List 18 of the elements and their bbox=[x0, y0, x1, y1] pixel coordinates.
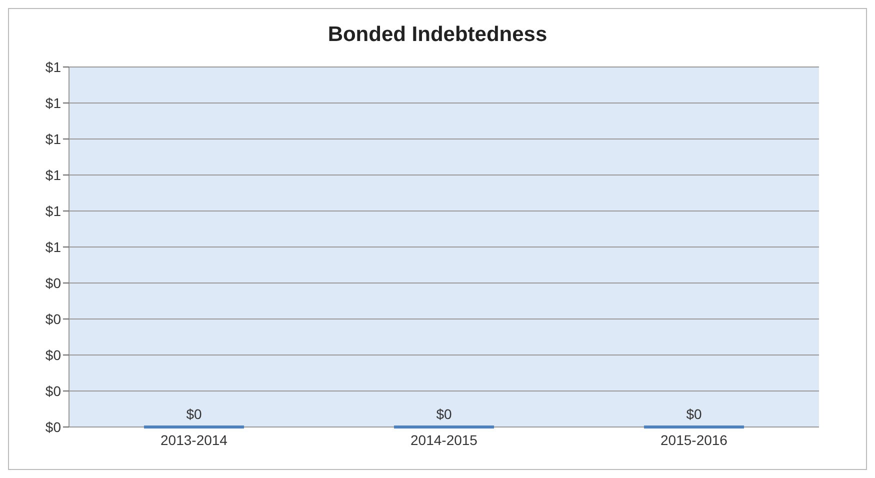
y-tick-label: $0 bbox=[45, 418, 62, 435]
data-label: $0 bbox=[186, 406, 202, 422]
y-tick-label: $1 bbox=[45, 130, 62, 147]
x-tick-label: 2014-2015 bbox=[410, 432, 478, 448]
y-tick-label: $1 bbox=[45, 238, 62, 255]
y-tick-label: $1 bbox=[45, 58, 62, 75]
data-label: $0 bbox=[686, 406, 702, 422]
chart-title: Bonded Indebtedness bbox=[326, 22, 548, 48]
y-tick-label: $0 bbox=[45, 310, 62, 327]
x-tick-label: 2013-2014 bbox=[160, 432, 228, 448]
y-tick-label: $0 bbox=[45, 274, 62, 291]
y-tick-label: $1 bbox=[45, 202, 62, 219]
y-tick-label: $0 bbox=[45, 346, 62, 363]
y-tick-label: $0 bbox=[45, 382, 62, 399]
x-tick-label: 2015-2016 bbox=[660, 432, 728, 448]
y-tick-label: $1 bbox=[45, 94, 62, 111]
y-tick-label: $1 bbox=[45, 166, 62, 183]
data-label: $0 bbox=[436, 406, 452, 422]
